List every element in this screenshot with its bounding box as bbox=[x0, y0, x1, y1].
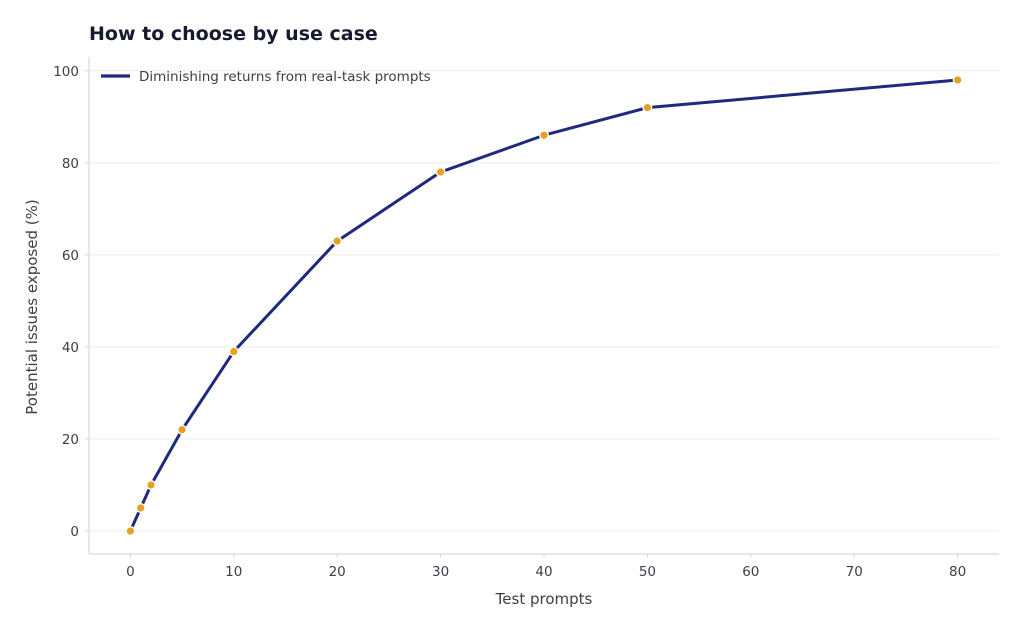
y-tick-label-60: 60 bbox=[62, 248, 79, 264]
data-point-1 bbox=[135, 502, 146, 513]
x-tick-label-0: 0 bbox=[126, 564, 135, 580]
chart-title: How to choose by use case bbox=[89, 23, 378, 45]
x-axis-label: Test prompts bbox=[495, 590, 593, 608]
gridlines bbox=[89, 70, 999, 532]
x-tick-label-40: 40 bbox=[535, 564, 552, 580]
data-point-50 bbox=[642, 102, 653, 113]
y-tick-label-80: 80 bbox=[62, 156, 79, 172]
x-tick-label-10: 10 bbox=[225, 564, 242, 580]
data-point-20 bbox=[332, 236, 343, 247]
x-tick-label-30: 30 bbox=[432, 564, 449, 580]
x-tick-label-70: 70 bbox=[846, 564, 863, 580]
data-point-0 bbox=[125, 525, 136, 536]
data-point-30 bbox=[435, 167, 446, 178]
legend: Diminishing returns from real-task promp… bbox=[101, 69, 431, 85]
legend-label: Diminishing returns from real-task promp… bbox=[139, 69, 431, 85]
series-group bbox=[125, 75, 963, 536]
x-tick-label-50: 50 bbox=[639, 564, 656, 580]
x-tick-label-60: 60 bbox=[742, 564, 759, 580]
y-axis-ticks: 0 20 40 60 80 100 bbox=[53, 64, 89, 540]
y-tick-label-100: 100 bbox=[53, 64, 79, 80]
data-point-5 bbox=[177, 424, 188, 435]
y-axis-label: Potential issues exposed (%) bbox=[23, 199, 41, 414]
y-tick-label-40: 40 bbox=[62, 340, 79, 356]
x-tick-label-80: 80 bbox=[949, 564, 966, 580]
x-axis-ticks: 0 10 20 30 40 50 60 70 80 bbox=[126, 554, 966, 580]
data-point-40 bbox=[539, 130, 550, 141]
data-point-10 bbox=[228, 346, 239, 357]
x-tick-label-20: 20 bbox=[329, 564, 346, 580]
y-tick-label-0: 0 bbox=[70, 524, 79, 540]
series-line-0 bbox=[128, 78, 960, 533]
data-point-2 bbox=[146, 479, 157, 490]
y-tick-label-20: 20 bbox=[62, 432, 79, 448]
data-point-80 bbox=[952, 75, 963, 86]
